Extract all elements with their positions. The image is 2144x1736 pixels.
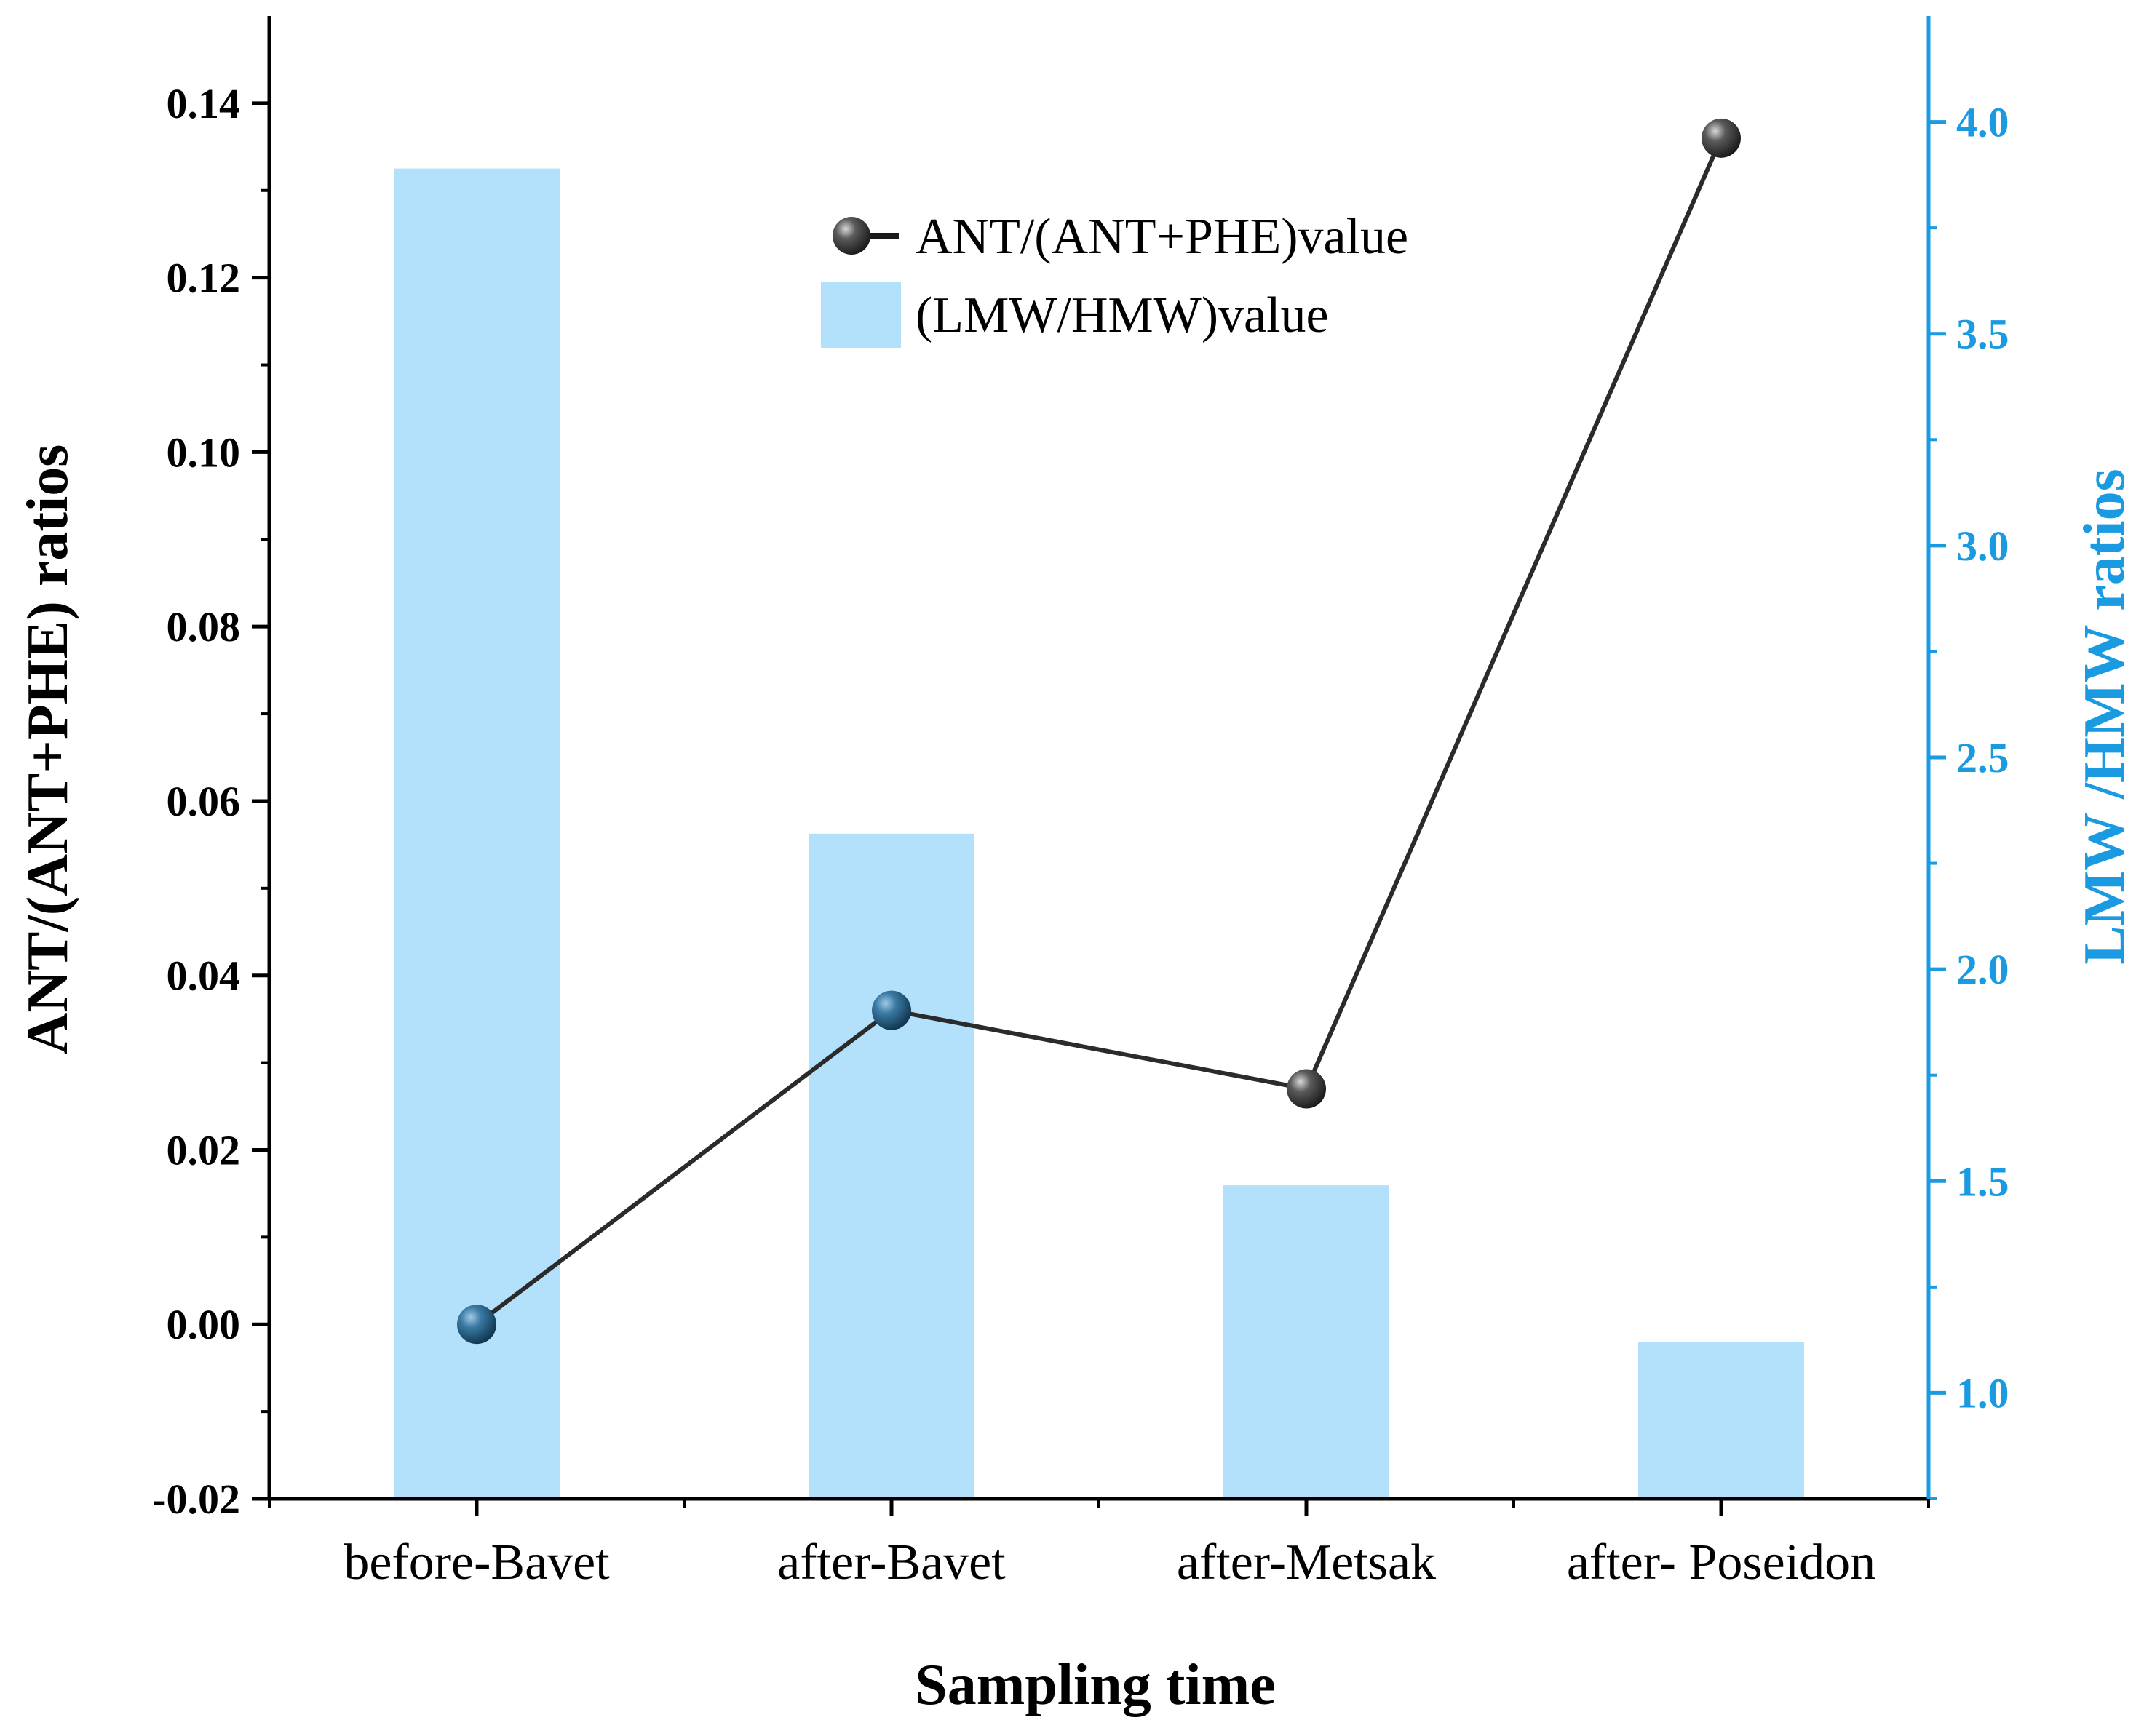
line-marker-1 xyxy=(457,1305,496,1345)
left-tick-label: 0.08 xyxy=(167,603,241,650)
right-tick-label: 3.0 xyxy=(1956,522,2009,570)
left-tick-label: 0.10 xyxy=(167,429,241,476)
line-marker-4 xyxy=(1702,118,1741,158)
x-tick-label: after-Metsak xyxy=(1177,1534,1436,1590)
bar-1 xyxy=(394,168,560,1500)
right-tick-label: 1.0 xyxy=(1956,1369,2009,1417)
axes-layer: -0.02 0.00 0.02 0.04 0.06 0.08 0.10 0.12 0.14 1.0… xyxy=(152,80,2009,1590)
bars-layer xyxy=(394,168,1804,1500)
x-tick-label: after-Bavet xyxy=(777,1534,1006,1590)
right-tick-label: 2.0 xyxy=(1956,946,2009,993)
x-axis-title: Sampling time xyxy=(915,1653,1276,1717)
legend-marker-swatch xyxy=(833,217,870,255)
left-tick-label: 0.14 xyxy=(167,80,241,127)
line-marker-2 xyxy=(872,990,911,1030)
line-marker-3 xyxy=(1287,1069,1326,1109)
right-tick-label: 3.5 xyxy=(1956,311,2009,358)
left-axis-title: ANT/(ANT+PHE) ratios xyxy=(16,445,80,1055)
left-tick-label: -0.02 xyxy=(152,1476,240,1523)
legend: ANT/(ANT+PHE)value (LMW/HMW)value xyxy=(821,209,1408,348)
right-tick-label: 4.0 xyxy=(1956,99,2009,146)
left-tick-label: 0.12 xyxy=(167,255,241,302)
line-series-layer xyxy=(457,118,1741,1345)
bar-2 xyxy=(809,833,974,1499)
bar-4 xyxy=(1638,1342,1804,1499)
bar-3 xyxy=(1223,1185,1389,1499)
left-tick-label: 0.02 xyxy=(167,1126,241,1174)
left-tick-label: 0.04 xyxy=(167,952,241,1000)
legend-label-line: ANT/(ANT+PHE)value xyxy=(916,209,1408,265)
x-tick-label: after- Poseidon xyxy=(1567,1534,1875,1590)
right-tick-label: 2.5 xyxy=(1956,734,2009,781)
legend-label-bar: (LMW/HMW)value xyxy=(916,287,1329,343)
right-tick-label: 1.5 xyxy=(1956,1158,2009,1205)
legend-bar-swatch xyxy=(821,282,901,348)
right-axis-title: LMW /HMW ratios xyxy=(2073,469,2137,964)
x-tick-label: before-Bavet xyxy=(344,1534,610,1590)
left-tick-label: 0.06 xyxy=(167,778,241,825)
line-series-path xyxy=(475,137,1723,1326)
left-tick-label: 0.00 xyxy=(167,1301,241,1348)
